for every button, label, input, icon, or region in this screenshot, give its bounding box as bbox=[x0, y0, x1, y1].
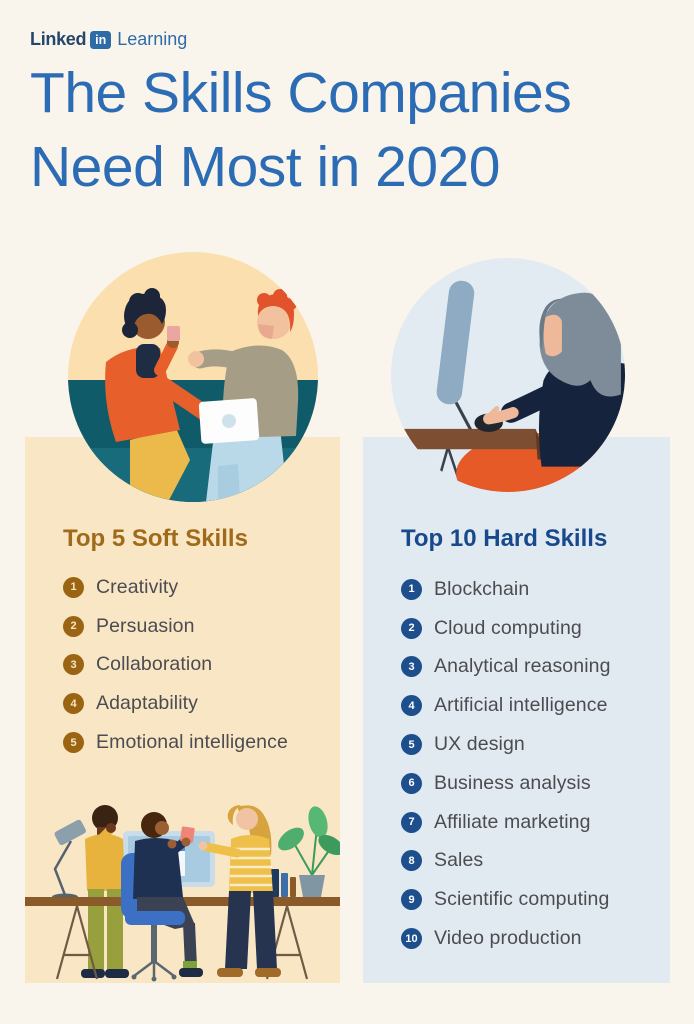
skill-label: Affiliate marketing bbox=[434, 810, 591, 833]
list-item: 5 Emotional intelligence bbox=[63, 723, 288, 762]
skill-label: Persuasion bbox=[96, 614, 195, 637]
list-item: 3 Analytical reasoning bbox=[401, 648, 611, 687]
list-item: 2 Persuasion bbox=[63, 607, 288, 646]
rank-badge: 2 bbox=[63, 615, 84, 637]
standing-man bbox=[81, 805, 129, 978]
soft-skills-heading: Top 5 Soft Skills bbox=[63, 525, 248, 552]
skill-label: Adaptability bbox=[96, 692, 199, 715]
rank-badge: 4 bbox=[63, 693, 84, 715]
hard-skills-panel: Top 10 Hard Skills 1 Blockchain 2 Cloud … bbox=[363, 437, 670, 983]
skill-label: Cloud computing bbox=[434, 616, 582, 639]
rank-badge: 1 bbox=[63, 576, 84, 598]
rank-badge: 7 bbox=[401, 811, 422, 833]
skill-label: Video production bbox=[434, 927, 582, 950]
list-item: 3 Collaboration bbox=[63, 646, 288, 685]
man-figure bbox=[188, 289, 299, 502]
skill-label: UX design bbox=[434, 733, 525, 756]
rank-badge: 9 bbox=[401, 889, 422, 911]
list-item: 4 Adaptability bbox=[63, 684, 288, 723]
page-title: The Skills Companies Need Most in 2020 bbox=[30, 56, 572, 204]
desk-lamp bbox=[52, 819, 86, 901]
rank-badge: 10 bbox=[401, 928, 422, 950]
list-item: 6 Business analysis bbox=[401, 764, 611, 803]
rank-badge: 8 bbox=[401, 850, 422, 872]
skill-label: Scientific computing bbox=[434, 888, 610, 911]
seated-man bbox=[121, 812, 203, 982]
skill-label: Collaboration bbox=[96, 653, 213, 676]
list-item: 1 Creativity bbox=[63, 568, 288, 607]
soft-skills-panel: Top 5 Soft Skills 1 Creativity 2 Persuas… bbox=[25, 437, 340, 983]
soft-skills-illustration bbox=[68, 252, 318, 502]
skill-label: Creativity bbox=[96, 575, 179, 598]
linkedin-learning-logo: Linked in Learning bbox=[30, 29, 187, 50]
list-item: 1 Blockchain bbox=[401, 570, 611, 609]
linkedin-in-icon: in bbox=[90, 30, 112, 49]
list-item: 8 Sales bbox=[401, 842, 611, 881]
list-item: 9 Scientific computing bbox=[401, 880, 611, 919]
potted-plant bbox=[278, 806, 340, 897]
hard-skills-illustration bbox=[391, 258, 625, 492]
logo-linked-text: Linked bbox=[30, 29, 87, 49]
rank-badge: 5 bbox=[401, 734, 422, 756]
hard-skills-heading: Top 10 Hard Skills bbox=[401, 525, 608, 552]
skill-label: Artificial intelligence bbox=[434, 694, 608, 717]
rank-badge: 6 bbox=[401, 772, 422, 794]
rank-badge: 3 bbox=[401, 656, 422, 678]
rank-badge: 4 bbox=[401, 695, 422, 717]
team-collaboration-illustration bbox=[25, 805, 340, 982]
skill-label: Sales bbox=[434, 849, 484, 872]
list-item: 5 UX design bbox=[401, 725, 611, 764]
hard-skills-list: 1 Blockchain 2 Cloud computing 3 Analyti… bbox=[401, 570, 611, 958]
rank-badge: 2 bbox=[401, 617, 422, 639]
standing-woman bbox=[198, 805, 281, 977]
logo-learning-text: Learning bbox=[117, 29, 188, 49]
list-item: 7 Affiliate marketing bbox=[401, 803, 611, 842]
rank-badge: 1 bbox=[401, 578, 422, 600]
list-item: 10 Video production bbox=[401, 919, 611, 958]
list-item: 4 Artificial intelligence bbox=[401, 686, 611, 725]
rank-badge: 3 bbox=[63, 654, 84, 676]
skill-label: Emotional intelligence bbox=[96, 731, 288, 754]
skill-label: Blockchain bbox=[434, 577, 530, 600]
face bbox=[543, 314, 562, 357]
woman-figure bbox=[105, 288, 230, 502]
monitor bbox=[436, 280, 475, 434]
title-line-1: The Skills Companies bbox=[30, 61, 572, 125]
skill-label: Analytical reasoning bbox=[434, 655, 611, 678]
title-line-2: Need Most in 2020 bbox=[30, 135, 500, 199]
skill-label: Business analysis bbox=[434, 771, 591, 794]
desk bbox=[391, 428, 544, 450]
books bbox=[271, 869, 296, 897]
soft-skills-list: 1 Creativity 2 Persuasion 3 Collaboratio… bbox=[63, 568, 288, 762]
list-item: 2 Cloud computing bbox=[401, 609, 611, 648]
rank-badge: 5 bbox=[63, 732, 84, 754]
